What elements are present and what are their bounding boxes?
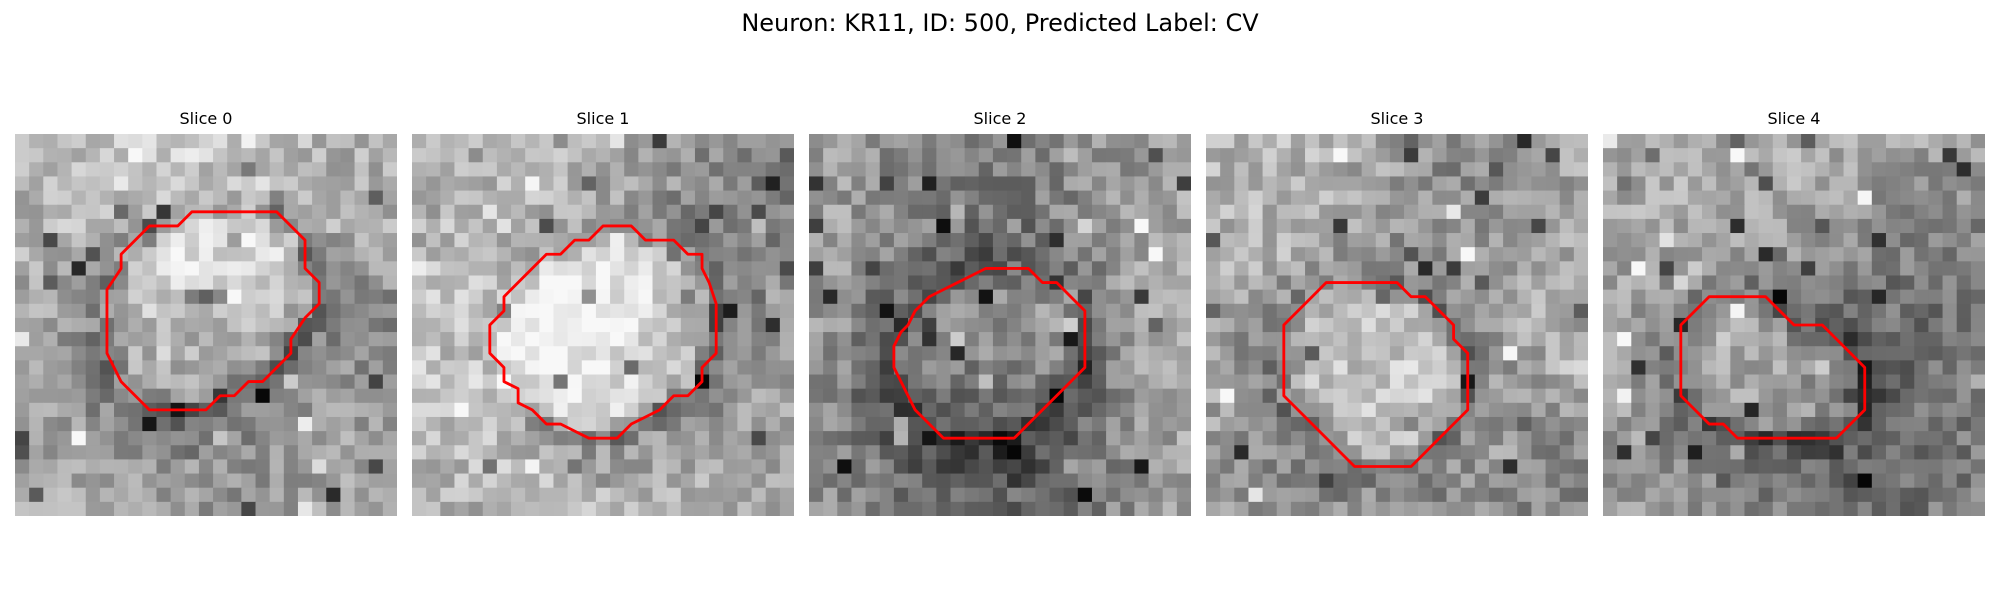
slice-image-4 bbox=[1603, 134, 1985, 516]
pixel-grid bbox=[1603, 134, 1985, 516]
slice-panel-3: Slice 3 bbox=[1206, 108, 1588, 516]
slice-title-4: Slice 4 bbox=[1767, 109, 1821, 128]
segmentation-contour bbox=[488, 224, 718, 440]
segmentation-contour bbox=[1679, 295, 1867, 440]
segmentation-contour bbox=[1282, 281, 1470, 468]
figure-title: Neuron: KR11, ID: 500, Predicted Label: … bbox=[741, 9, 1259, 37]
slice-title-1: Slice 1 bbox=[576, 109, 630, 128]
slice-panel-1: Slice 1 bbox=[412, 108, 794, 516]
slice-panel-2: Slice 2 bbox=[809, 108, 1191, 516]
slice-panel-0: Slice 0 bbox=[15, 108, 397, 516]
pixel-grid bbox=[412, 134, 794, 516]
pixel-grid bbox=[1206, 134, 1588, 516]
slice-panel-4: Slice 4 bbox=[1603, 108, 1985, 516]
segmentation-contour bbox=[892, 266, 1087, 440]
slice-title-3: Slice 3 bbox=[1370, 109, 1424, 128]
slice-image-3 bbox=[1206, 134, 1588, 516]
slice-title-2: Slice 2 bbox=[973, 109, 1027, 128]
slice-image-2 bbox=[809, 134, 1191, 516]
slice-image-0 bbox=[15, 134, 397, 516]
slice-title-0: Slice 0 bbox=[179, 109, 233, 128]
slice-image-1 bbox=[412, 134, 794, 516]
segmentation-contour bbox=[105, 210, 321, 412]
pixel-grid bbox=[15, 134, 397, 516]
pixel-grid bbox=[809, 134, 1191, 516]
